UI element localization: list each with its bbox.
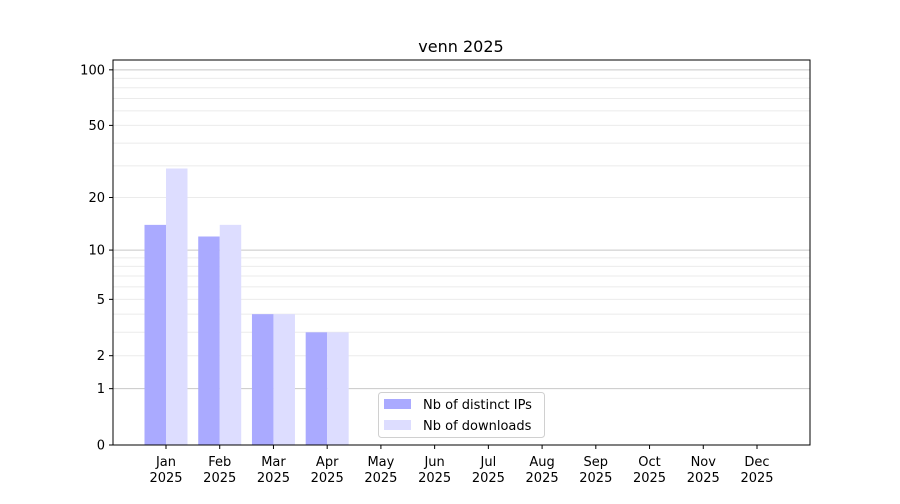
bar-distinct-ips xyxy=(305,332,328,445)
y-tick-label: 2 xyxy=(97,349,105,364)
y-tick-label: 20 xyxy=(88,191,105,206)
y-tick-label: 50 xyxy=(88,119,105,134)
chart-title: venn 2025 xyxy=(418,37,503,56)
y-tick-label: 100 xyxy=(80,63,105,78)
x-tick-label: Mar 2025 xyxy=(257,455,290,486)
y-tick-label: 5 xyxy=(97,293,105,308)
bar-distinct-ips xyxy=(251,314,274,445)
y-axis: 0 1 2 5 10 20 50 100 xyxy=(80,63,113,454)
x-tick-label: Jul 2025 xyxy=(472,455,505,486)
bar-downloads xyxy=(219,224,242,445)
legend-swatch xyxy=(384,399,411,409)
bars xyxy=(144,168,349,445)
y-tick-label: 0 xyxy=(97,439,105,454)
legend-box xyxy=(378,392,545,438)
bar-downloads xyxy=(273,314,295,445)
legend-swatch xyxy=(384,420,411,430)
x-tick-label: Feb 2025 xyxy=(203,455,236,486)
x-tick-label: Jan 2025 xyxy=(149,455,182,486)
y-tick-label: 10 xyxy=(88,244,105,259)
x-tick-label: Nov 2025 xyxy=(687,455,720,486)
legend-label: Nb of downloads xyxy=(423,419,532,434)
bar-downloads xyxy=(166,168,188,445)
x-tick-label: Jun 2025 xyxy=(418,455,451,486)
y-tick-label: 1 xyxy=(97,382,105,397)
x-axis: Jan 2025 Feb 2025 Mar 2025 Apr 2025 May 2025 Jun 20… xyxy=(149,445,774,486)
legend-label: Nb of distinct IPs xyxy=(423,398,532,413)
bar-distinct-ips xyxy=(144,224,166,445)
x-tick-label: Sep 2025 xyxy=(579,455,612,486)
x-tick-label: Aug 2025 xyxy=(526,455,559,486)
bar-downloads xyxy=(327,332,349,445)
x-tick-label: Apr 2025 xyxy=(311,455,344,486)
x-tick-label: Dec 2025 xyxy=(740,455,773,486)
x-tick-label: May 2025 xyxy=(364,455,397,486)
bar-distinct-ips xyxy=(198,236,220,445)
legend: Nb of distinct IPs Nb of downloads xyxy=(378,392,545,438)
x-tick-label: Oct 2025 xyxy=(633,455,666,486)
plot-frame xyxy=(112,59,811,446)
